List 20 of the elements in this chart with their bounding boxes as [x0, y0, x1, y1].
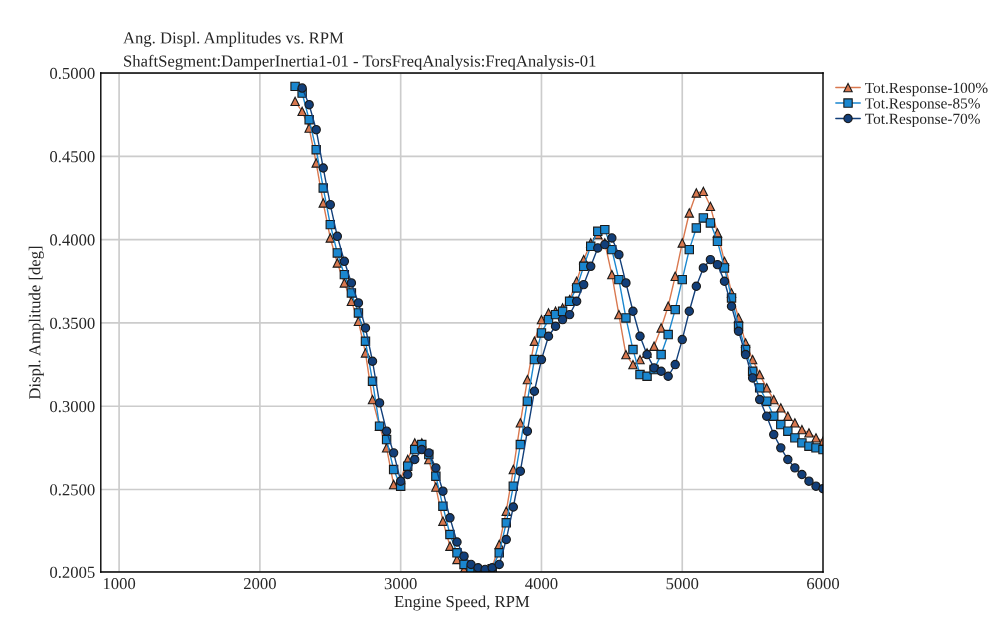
y-tick-label: 0.4000 — [50, 234, 95, 246]
x-tick-label: 4000 — [525, 578, 558, 590]
x-tick-label: 1000 — [103, 578, 136, 590]
legend-label: Tot.Response-85% — [865, 98, 980, 112]
y-tick-label: 0.5000 — [50, 67, 95, 80]
x-tick-label: 5000 — [666, 578, 699, 590]
legend-label: Tot.Response-70% — [865, 113, 980, 128]
x-axis-title: Engine Speed, RPM — [394, 595, 530, 611]
x-tick-label: 6000 — [807, 578, 840, 590]
x-tick-label: 2000 — [243, 578, 276, 590]
y-tick-label: 0.2005 — [50, 566, 95, 578]
legend-label: Tot.Response-100% — [865, 82, 988, 97]
y-tick-label: 0.3500 — [50, 317, 95, 329]
chart-subtitle: ShaftSegment:DamperInertia1-01 - TorsFreqAnalysis:FreqAnalysis-01 — [124, 54, 596, 71]
y-tick-label: 0.2500 — [50, 484, 95, 496]
chart-title: Ang. Displ. Amplitudes vs. RPM — [123, 31, 344, 47]
y-tick-label: 0.3000 — [50, 400, 95, 413]
x-tick-label: 3000 — [384, 578, 417, 590]
y-tick-label: 0.4500 — [50, 151, 95, 163]
y-axis-title: Displ. Amplitude [deg] — [28, 246, 44, 400]
